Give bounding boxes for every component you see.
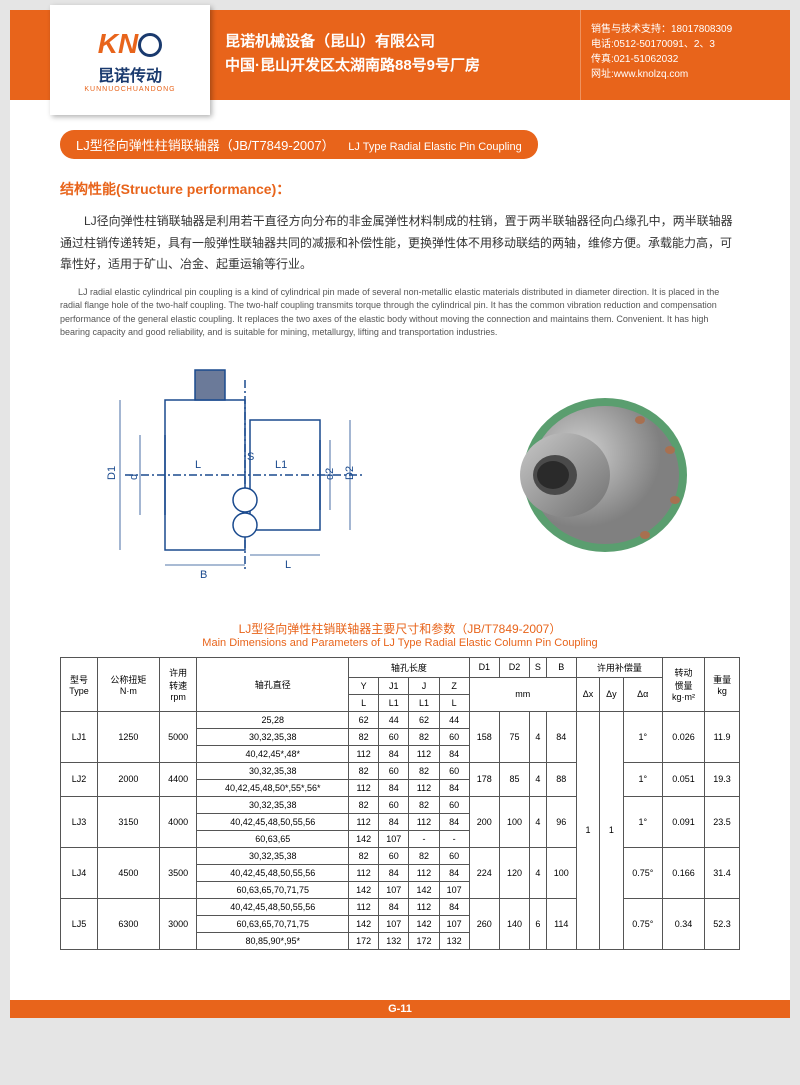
th-b: B <box>546 657 576 677</box>
logo-box: KN 昆诺传动 KUNNUOCHUANDONG <box>50 5 210 115</box>
contact-phone: 电话:0512-50170091、2、3 <box>591 37 780 52</box>
th-borelen: 轴孔长度 <box>349 657 470 677</box>
technical-drawing: D1 d L S L1 d2 D2 B L <box>95 360 395 590</box>
spec-table: 型号Type 公称扭矩N·m 许用转速rpm 轴孔直径 轴孔长度 D1 D2 S… <box>60 657 740 950</box>
th-inertia: 转动惯量kg·m² <box>662 657 704 711</box>
render-drawing <box>465 375 705 575</box>
logo-cn: 昆诺传动 <box>98 62 162 86</box>
th-weight: 重量kg <box>705 657 740 711</box>
table-title: LJ型径向弹性柱销联轴器主要尺寸和参数（JB/T7849-2007） Main … <box>60 620 740 649</box>
logo-pinyin: KUNNUOCHUANDONG <box>84 86 175 93</box>
table-row: LJ56300300040,42,45,48,50,55,56112841128… <box>61 898 740 915</box>
th-speed: 许用转速rpm <box>159 657 197 711</box>
th-j: J <box>409 677 439 694</box>
company-address: 中国·昆山开发区太湖南路88号9号厂房 <box>225 54 565 78</box>
contact-fax: 传真:021-51062032 <box>591 52 780 67</box>
svg-text:D1: D1 <box>106 466 118 480</box>
svg-text:S: S <box>247 451 254 463</box>
svg-text:B: B <box>200 569 207 581</box>
th-l1: L1 <box>379 694 409 711</box>
svg-text:L1: L1 <box>275 459 287 471</box>
logo-text: KN <box>98 28 162 60</box>
th-torque: 公称扭矩N·m <box>97 657 159 711</box>
svg-text:d: d <box>128 474 140 480</box>
th-l: L <box>439 694 469 711</box>
diagram-row: D1 d L S L1 d2 D2 B L <box>60 360 740 590</box>
th-bore: 轴孔直径 <box>197 657 349 711</box>
th-dy: Δy <box>600 677 623 711</box>
th-comp: 许用补偿量 <box>576 657 662 677</box>
structure-para-cn: LJ径向弹性柱销联轴器是利用若干直径方向分布的非金属弹性材料制成的柱销，置于两半… <box>60 211 740 276</box>
header-company: 昆诺机械设备（昆山）有限公司 中国·昆山开发区太湖南路88号9号厂房 <box>210 10 580 100</box>
th-dx: Δx <box>576 677 599 711</box>
footer: G-11 <box>10 1000 790 1018</box>
svg-text:L: L <box>195 459 201 471</box>
th-l: L1 <box>409 694 439 711</box>
title-bar: LJ型径向弹性柱销联轴器（JB/T7849-2007） LJ Type Radi… <box>60 130 538 159</box>
th-j1: J1 <box>379 677 409 694</box>
logo-ring-icon <box>138 33 162 57</box>
structure-para-en: LJ radial elastic cylindrical pin coupli… <box>60 286 740 340</box>
th-l: L <box>349 694 379 711</box>
table-body: LJ11250500025,286244624415875484111°0.02… <box>61 711 740 949</box>
table-head: 型号Type 公称扭矩N·m 许用转速rpm 轴孔直径 轴孔长度 D1 D2 S… <box>61 657 740 711</box>
th-z: Z <box>439 677 469 694</box>
title-cn: LJ型径向弹性柱销联轴器（JB/T7849-2007） <box>76 138 335 153</box>
table-row: LJ11250500025,286244624415875484111°0.02… <box>61 711 740 728</box>
th-mm: mm <box>469 677 576 711</box>
th-d1: D1 <box>469 657 499 677</box>
title-en: LJ Type Radial Elastic Pin Coupling <box>348 141 521 153</box>
table-title-cn: LJ型径向弹性柱销联轴器主要尺寸和参数（JB/T7849-2007） <box>60 620 740 637</box>
header-contact: 销售与技术支持：18017808309 电话:0512-50170091、2、3… <box>580 10 790 100</box>
table-row: LJ22000440030,32,35,3882608260178854881°… <box>61 762 740 779</box>
contact-web: 网址:www.knolzq.com <box>591 67 780 82</box>
svg-text:L: L <box>285 559 291 571</box>
table-title-en: Main Dimensions and Parameters of LJ Typ… <box>60 637 740 649</box>
th-d2: D2 <box>499 657 529 677</box>
th-da: Δα <box>623 677 662 711</box>
company-name: 昆诺机械设备（昆山）有限公司 <box>225 30 565 54</box>
th-type: 型号Type <box>61 657 98 711</box>
header: KN 昆诺传动 KUNNUOCHUANDONG 昆诺机械设备（昆山）有限公司 中… <box>10 10 790 100</box>
structure-heading: 结构性能(Structure performance)： <box>60 179 740 199</box>
contact-sales: 销售与技术支持：18017808309 <box>591 22 780 37</box>
content: LJ型径向弹性柱销联轴器（JB/T7849-2007） LJ Type Radi… <box>10 100 790 970</box>
page: KN 昆诺传动 KUNNUOCHUANDONG 昆诺机械设备（昆山）有限公司 中… <box>10 10 790 1018</box>
table-row: LJ44500350030,32,35,38826082602241204100… <box>61 847 740 864</box>
table-row: LJ33150400030,32,35,38826082602001004961… <box>61 796 740 813</box>
th-s: S <box>530 657 547 677</box>
th-y: Y <box>349 677 379 694</box>
